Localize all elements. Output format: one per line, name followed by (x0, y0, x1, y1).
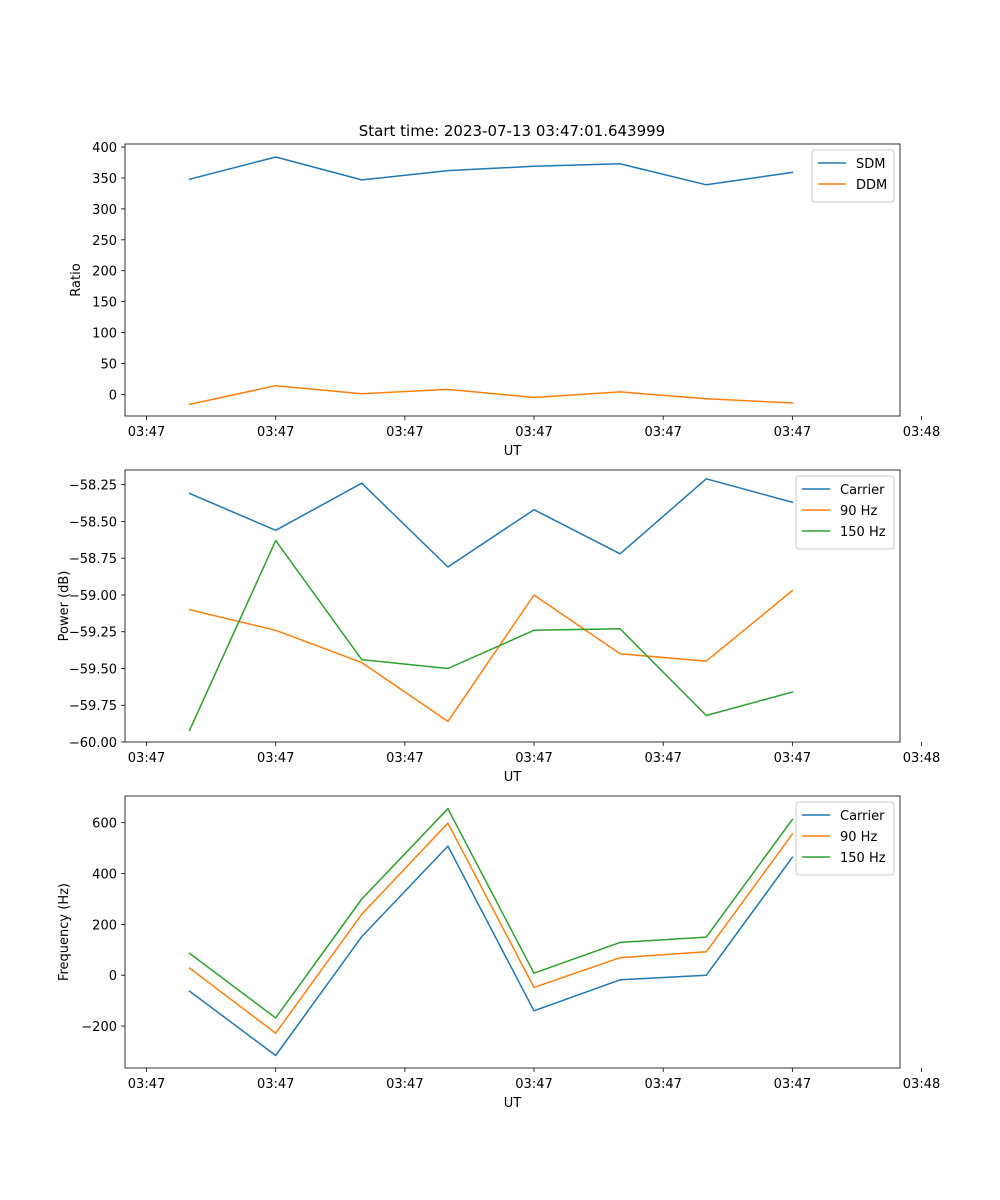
x-tick-label: 03:47 (128, 1077, 165, 1092)
x-tick-label: 03:47 (774, 425, 811, 440)
x-tick-label: 03:48 (903, 751, 940, 766)
x-tick-label: 03:47 (644, 425, 681, 440)
y-tick-label: 100 (92, 327, 117, 342)
axes-frame (124, 469, 901, 743)
x-tick-label: 03:47 (257, 751, 294, 766)
legend-label: Carrier (840, 809, 885, 824)
figure-title: Start time: 2023-07-13 03:47:01.643999 (359, 122, 665, 140)
y-tick-label: −58.50 (69, 515, 117, 530)
y-tick-label: 400 (92, 141, 117, 156)
legend: SDM DDM (811, 149, 895, 203)
legend-label: 150 Hz (840, 851, 886, 866)
y-tick-label: 250 (92, 234, 117, 249)
y-tick-label: 150 (92, 296, 117, 311)
y-tick-label: −59.00 (69, 589, 117, 604)
series-line-90-hz (188, 822, 794, 1034)
legend-label: 90 Hz (840, 504, 877, 519)
y-axis-label: Power (dB) (57, 571, 72, 642)
y-tick-label: 400 (92, 868, 117, 883)
y-tick-label: 200 (92, 265, 117, 280)
legend-label: Carrier (840, 483, 885, 498)
panel-3: 03:47 03:47 03:47 03:47 03:47 03:47 03:48 −200 0… (57, 795, 940, 1111)
legend-label: 150 Hz (840, 525, 886, 540)
y-tick-label: 300 (92, 203, 117, 218)
y-tick-label: 600 (92, 817, 117, 832)
x-tick-label: 03:47 (515, 425, 552, 440)
x-tick-label: 03:48 (903, 1077, 940, 1092)
y-tick-label: −58.75 (69, 552, 117, 567)
y-tick-label: 0 (109, 969, 117, 984)
y-tick-label: −58.25 (69, 479, 117, 494)
x-axis-label: UT (504, 444, 522, 459)
x-tick-label: 03:47 (386, 751, 423, 766)
series-line-ddm (188, 384, 794, 406)
y-axis-label: Frequency (Hz) (57, 883, 72, 981)
panel-1: 03:47 03:47 03:47 03:47 03:47 03:47 03:48 0 50 10… (69, 141, 940, 459)
x-tick-label: 03:47 (774, 751, 811, 766)
x-tick-label: 03:47 (774, 1077, 811, 1092)
y-tick-label: 0 (109, 388, 117, 403)
series-line-carrier (188, 845, 794, 1057)
x-tick-label: 03:47 (257, 425, 294, 440)
series-line-sdm (188, 156, 794, 186)
series-line-150-hz (188, 539, 794, 732)
y-tick-label: −60.00 (69, 736, 117, 751)
x-tick-label: 03:48 (903, 425, 940, 440)
x-tick-label: 03:47 (515, 1077, 552, 1092)
x-tick-label: 03:47 (644, 1077, 681, 1092)
legend-label: SDM (856, 157, 885, 172)
x-tick-label: 03:47 (257, 1077, 294, 1092)
y-axis-label: Ratio (69, 263, 84, 296)
x-tick-label: 03:47 (644, 751, 681, 766)
series-line-150-hz (188, 807, 794, 1019)
y-tick-label: −59.50 (69, 662, 117, 677)
y-tick-label: 200 (92, 918, 117, 933)
legend: Carrier 90 Hz 150 Hz (795, 475, 895, 550)
x-axis-label: UT (504, 770, 522, 785)
axes-frame (124, 143, 901, 417)
x-tick-label: 03:47 (128, 425, 165, 440)
y-tick-label: −200 (81, 1020, 117, 1035)
axes-frame (124, 795, 901, 1069)
y-tick-label: −59.75 (69, 699, 117, 714)
x-axis-label: UT (504, 1096, 522, 1111)
legend-label: DDM (856, 178, 887, 193)
x-tick-label: 03:47 (386, 1077, 423, 1092)
x-tick-label: 03:47 (515, 751, 552, 766)
y-tick-label: −59.25 (69, 626, 117, 641)
y-tick-label: 350 (92, 172, 117, 187)
legend: Carrier 90 Hz 150 Hz (795, 801, 895, 876)
x-tick-label: 03:47 (386, 425, 423, 440)
y-tick-label: 50 (100, 357, 117, 372)
series-line-carrier (188, 478, 794, 568)
series-line-90-hz (188, 589, 794, 723)
legend-label: 90 Hz (840, 830, 877, 845)
panel-2: 03:47 03:47 03:47 03:47 03:47 03:47 03:48 −60.0… (57, 469, 940, 785)
x-tick-label: 03:47 (128, 751, 165, 766)
panels: 03:47 03:47 03:47 03:47 03:47 03:47 03:48 0 50 10… (57, 141, 940, 1111)
